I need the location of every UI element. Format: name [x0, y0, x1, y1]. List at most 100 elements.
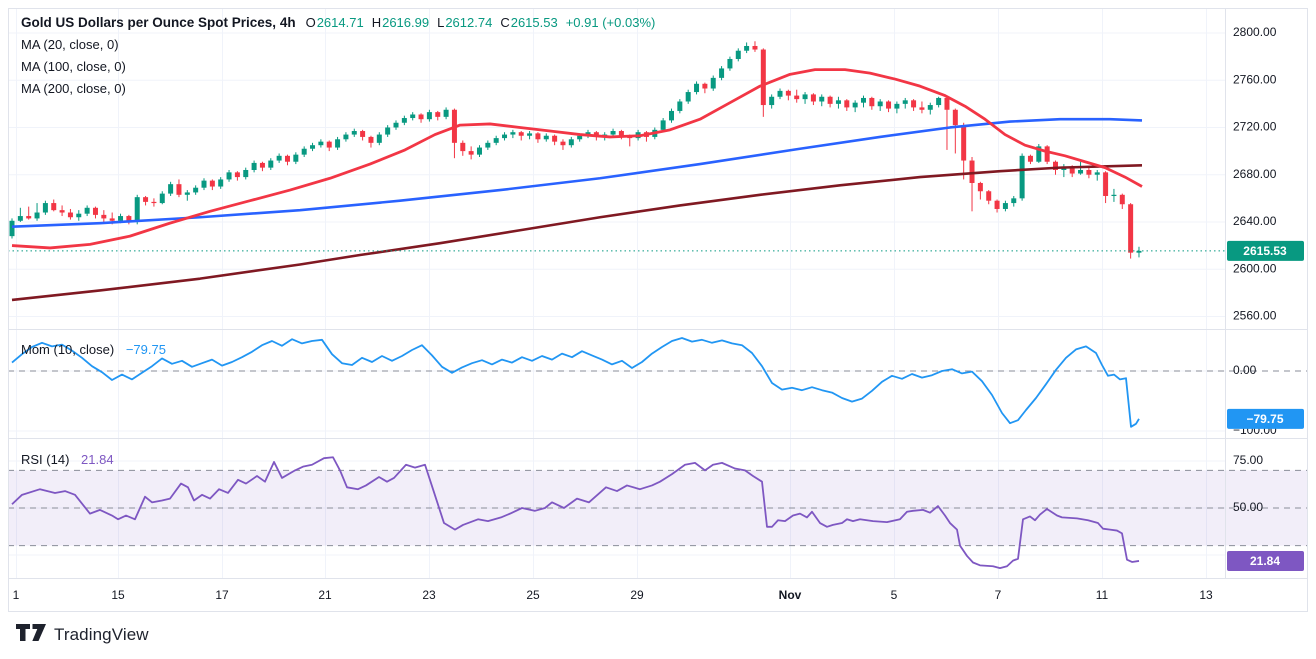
price-axis-tick: 2680.00	[1233, 167, 1277, 181]
time-axis-tick: 13	[1199, 588, 1213, 602]
candle	[502, 134, 508, 139]
candle	[1044, 146, 1050, 162]
candle	[568, 139, 574, 146]
candle	[952, 109, 958, 126]
candle	[1078, 169, 1084, 174]
candle	[527, 133, 533, 136]
candle	[852, 102, 858, 108]
candle	[794, 95, 800, 100]
chart-frame	[8, 8, 1308, 612]
candle	[426, 112, 432, 120]
candle	[835, 100, 841, 104]
candle	[226, 172, 232, 180]
ohlc-values: O 2614.71 H 2616.99 L 2612.74 C 2615.53 +0.91 (+…	[306, 15, 656, 30]
candle	[610, 131, 616, 135]
momentum-label: Mom (10, close)	[21, 342, 115, 357]
candle	[59, 210, 65, 213]
candle	[719, 68, 725, 78]
time-axis-tick: 15	[111, 588, 125, 602]
rsi-axis-tick: 75.00	[1233, 453, 1263, 467]
time-axis-tick: 1	[13, 588, 20, 602]
rsi-line	[11, 456, 1140, 570]
price-scale[interactable]	[1225, 8, 1308, 578]
candle	[802, 94, 808, 100]
candle	[301, 148, 307, 155]
candle	[1128, 204, 1134, 253]
candle	[535, 133, 541, 140]
candle	[994, 200, 1000, 209]
time-scale[interactable]	[8, 578, 1308, 612]
momentum-value-badge	[1227, 408, 1304, 429]
price-axis-tick: 2800.00	[1233, 25, 1277, 39]
candle	[476, 147, 482, 155]
candle	[860, 97, 866, 103]
candle	[276, 155, 282, 161]
brand-text: TradingView	[54, 624, 149, 644]
candle	[660, 120, 666, 130]
candle	[560, 141, 566, 146]
candle	[251, 162, 257, 170]
time-axis-tick: Nov	[779, 588, 802, 602]
rsi-label: RSI (14)	[21, 452, 70, 467]
candle	[368, 136, 374, 143]
candle	[1036, 146, 1042, 162]
candle	[977, 182, 983, 192]
candle	[17, 216, 23, 221]
time-axis-tick: 25	[526, 588, 540, 602]
candle	[101, 214, 107, 219]
candle	[702, 83, 708, 89]
candle	[777, 90, 783, 97]
candle	[435, 112, 441, 117]
candle	[1119, 194, 1125, 205]
candle	[1069, 166, 1075, 174]
candle	[894, 103, 900, 109]
momentum-value: −79.75	[125, 342, 166, 357]
legend-ma100[interactable]: MA (100, close, 0)	[21, 59, 126, 74]
candle	[493, 138, 499, 143]
candle	[134, 197, 140, 222]
rsi-value-badge	[1227, 550, 1304, 571]
candle	[744, 45, 750, 51]
candle	[318, 141, 324, 146]
symbol-legend-row[interactable]: Gold US Dollars per Ounce Spot Prices, 4…	[21, 15, 655, 30]
candle	[418, 114, 424, 120]
price-axis-tick: 2600.00	[1233, 261, 1277, 275]
candle	[410, 114, 416, 119]
rsi-value-badge-text: 21.84	[1250, 554, 1280, 568]
candle	[1136, 250, 1142, 253]
candle	[310, 145, 316, 149]
candle	[335, 139, 341, 148]
legend-ma200[interactable]: MA (200, close, 0)	[21, 81, 126, 96]
symbol-title: Gold US Dollars per Ounce Spot Prices, 4…	[21, 15, 296, 30]
candle	[176, 184, 182, 195]
candle	[510, 132, 516, 135]
legend-ma20[interactable]: MA (20, close, 0)	[21, 37, 119, 52]
candle	[151, 201, 157, 204]
candle	[376, 134, 382, 143]
candle	[986, 191, 992, 201]
tradingview-brand[interactable]: TradingView	[16, 624, 149, 645]
close-value: 2615.53	[510, 15, 558, 30]
candle	[819, 96, 825, 102]
candle	[1053, 161, 1058, 170]
candle	[201, 180, 207, 188]
low-label: L	[437, 15, 445, 30]
candle	[460, 142, 466, 152]
candle	[827, 96, 833, 104]
rsi-legend-row[interactable]: RSI (14) 21.84	[21, 452, 114, 467]
candle	[42, 203, 48, 213]
time-axis-tick: 5	[891, 588, 898, 602]
candle	[218, 179, 224, 187]
candle	[234, 172, 240, 178]
candle	[360, 131, 366, 137]
candle	[118, 216, 124, 221]
candle	[1094, 172, 1100, 175]
legend: Gold US Dollars per Ounce Spot Prices, 4…	[21, 15, 655, 96]
candle	[685, 92, 691, 102]
change-value: +0.91 (+0.03%)	[565, 15, 656, 30]
momentum-legend-row[interactable]: Mom (10, close) −79.75	[21, 342, 166, 357]
candle	[1011, 198, 1017, 204]
candle	[26, 216, 32, 219]
price-axis-tick: 2560.00	[1233, 309, 1277, 323]
